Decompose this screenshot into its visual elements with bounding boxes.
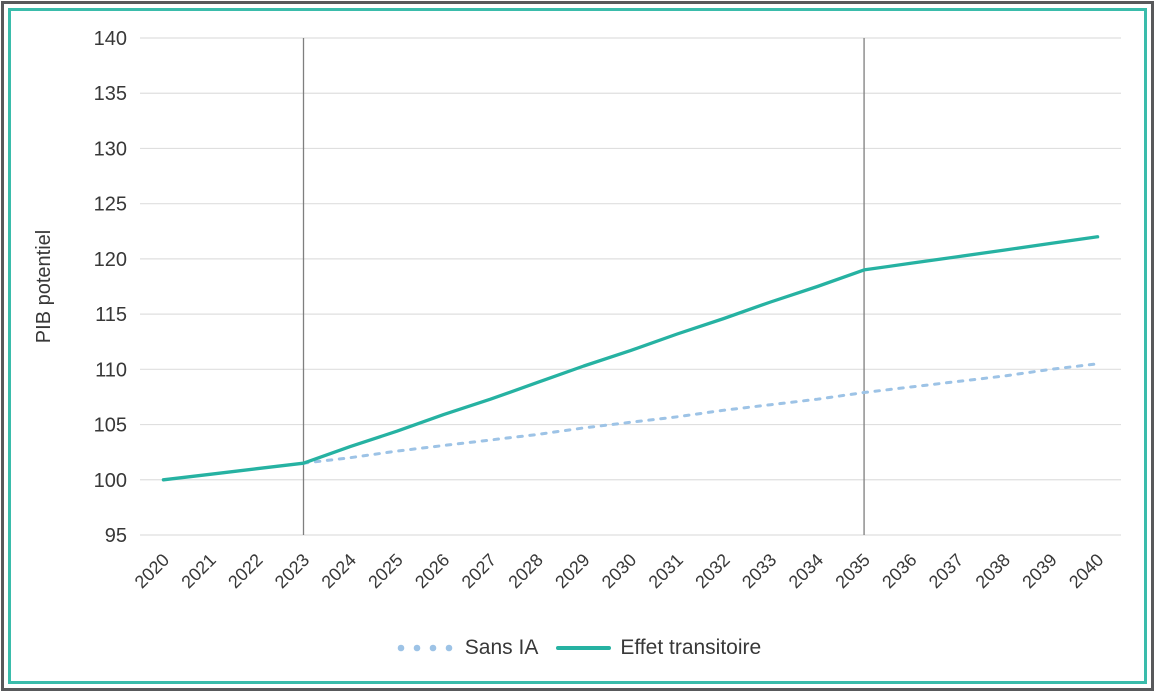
x-tick-label-2028: 2028 (504, 550, 546, 592)
x-tick-label-2032: 2032 (691, 550, 733, 592)
y-tick-label-120: 120 (94, 249, 127, 271)
x-tick-label-2039: 2039 (1018, 550, 1060, 592)
x-tick-label-2022: 2022 (224, 550, 266, 592)
x-tick-label-2024: 2024 (318, 550, 360, 592)
y-tick-label-135: 135 (94, 83, 127, 105)
x-tick-label-2033: 2033 (738, 550, 780, 592)
y-tick-label-110: 110 (95, 359, 127, 381)
x-tick-label-2029: 2029 (551, 550, 593, 592)
x-tick-label-2035: 2035 (831, 550, 873, 592)
y-tick-label-95: 95 (105, 525, 127, 547)
y-tick-label-140: 140 (94, 28, 127, 50)
legend: Sans IA Effet transitoire (0, 636, 1155, 660)
legend-item-effet-transitoire: Effet transitoire (556, 636, 761, 660)
x-tick-label-2034: 2034 (785, 550, 827, 592)
x-tick-label-2037: 2037 (925, 550, 967, 592)
dotted-line-swatch-icon (397, 644, 453, 652)
x-tick-label-2038: 2038 (972, 550, 1014, 592)
x-tick-label-2026: 2026 (411, 550, 453, 592)
x-tick-label-2027: 2027 (458, 550, 500, 592)
x-tick-label-2025: 2025 (364, 550, 406, 592)
x-tick-label-2030: 2030 (598, 550, 640, 592)
series-line-effet-transitoire (161, 235, 1100, 482)
legend-item-sans-ia: Sans IA (394, 636, 539, 660)
y-axis-title: PIB potentiel (33, 230, 55, 343)
x-tick-label-2021: 2021 (177, 550, 219, 592)
y-tick-label-130: 130 (94, 138, 127, 160)
y-tick-label-105: 105 (94, 415, 127, 437)
legend-label-sans-ia: Sans IA (464, 636, 539, 659)
x-tick-label-2020: 2020 (131, 550, 173, 592)
x-tick-label-2036: 2036 (878, 550, 920, 592)
y-tick-label-125: 125 (94, 194, 127, 216)
legend-label-effet-transitoire: Effet transitoire (620, 636, 762, 659)
x-tick-label-2031: 2031 (645, 550, 687, 592)
solid-line-swatch-icon (556, 646, 612, 650)
x-tick-label-2023: 2023 (271, 550, 313, 592)
y-tick-label-115: 115 (95, 304, 127, 326)
x-tick-label-2040: 2040 (1065, 550, 1107, 592)
series-line-sans-ia (302, 362, 1100, 465)
y-tick-label-100: 100 (94, 470, 127, 492)
